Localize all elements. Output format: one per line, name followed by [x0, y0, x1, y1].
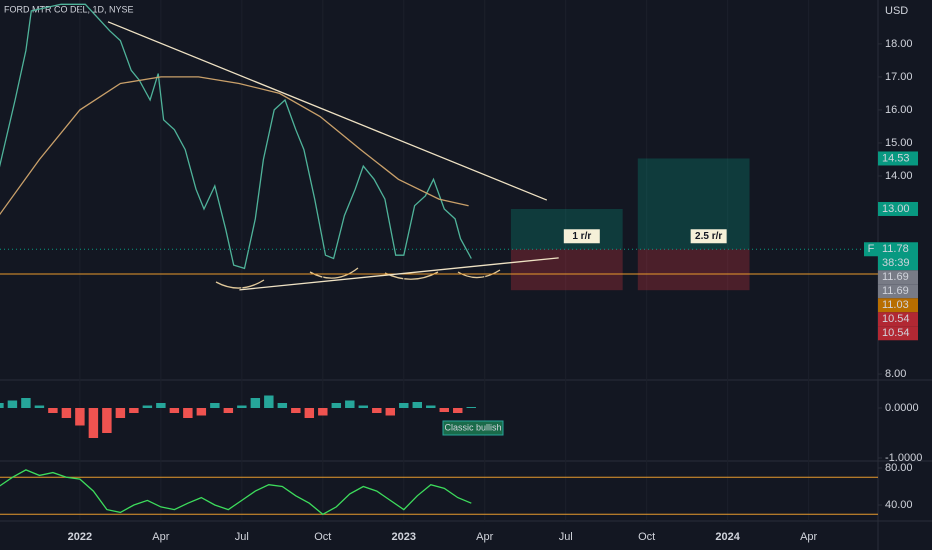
price-badge-label: 10.54	[882, 313, 910, 325]
histogram-bar	[277, 403, 288, 408]
price-badge	[878, 298, 918, 313]
histogram-bar	[21, 398, 31, 408]
histogram-bar	[142, 405, 153, 408]
y-tick-label: 15.00	[885, 137, 913, 149]
histogram-bar	[372, 408, 382, 413]
histogram-bar	[88, 408, 99, 438]
stop-zone	[510, 249, 623, 291]
histogram-bar	[183, 408, 193, 418]
y-tick-label: 80.00	[885, 462, 913, 474]
currency: USD	[885, 5, 908, 17]
histogram-bar	[426, 405, 436, 408]
histogram-bar	[291, 408, 301, 413]
histogram-bar	[223, 408, 234, 413]
histogram-bar	[237, 405, 247, 408]
price-badge-label: 10.54	[882, 327, 910, 339]
x-tick-label: Apr	[800, 531, 817, 543]
x-tick-label: Oct	[314, 531, 331, 543]
price-badge	[878, 270, 918, 285]
y-tick-label: 17.00	[885, 71, 913, 83]
histogram-bar	[399, 403, 409, 408]
histogram-bar	[7, 400, 18, 408]
histogram-bar	[358, 405, 369, 408]
histogram-bar	[48, 408, 58, 413]
symbol-box	[864, 242, 878, 257]
histogram-bar	[412, 402, 422, 408]
countdown: 38:39	[882, 257, 910, 269]
symbol-label: F	[868, 243, 875, 255]
rr-label: 1 r/r	[572, 231, 591, 242]
histogram-bar	[439, 408, 449, 412]
y-tick-label: 40.00	[885, 499, 913, 511]
histogram-bar	[331, 403, 342, 408]
rr-label-box	[563, 229, 600, 244]
x-tick-label: Apr	[152, 531, 169, 543]
price-badge-label: 11.78	[882, 243, 909, 255]
histogram-bar	[61, 408, 72, 418]
price-badge-label: 11.69	[882, 285, 909, 297]
histogram-bar	[75, 408, 85, 426]
histogram-bar	[304, 408, 315, 418]
histogram-bar	[210, 403, 220, 408]
histogram-bar	[0, 403, 4, 408]
price-badge	[878, 201, 918, 216]
annotation: Classic bullish	[444, 422, 501, 432]
price-line	[0, 76, 469, 216]
histogram-bar	[156, 403, 166, 408]
rr-label: 2.5 r/r	[695, 231, 722, 242]
x-tick-label: Jul	[559, 531, 573, 543]
y-tick-label: -1.0000	[885, 452, 922, 464]
annotation-box	[442, 420, 504, 436]
stop-zone	[637, 249, 750, 291]
histogram-bar	[345, 400, 355, 408]
price-badge	[878, 326, 918, 341]
symbol-title: FORD MTR CO DEL, 1D, NYSE	[4, 4, 134, 14]
y-tick-label: 0.0000	[885, 402, 919, 414]
price-badge	[878, 312, 918, 327]
trendline	[239, 257, 559, 291]
x-tick-label: Apr	[476, 531, 493, 543]
y-tick-label: 8.00	[885, 368, 906, 380]
price-badge	[878, 284, 918, 299]
price-line	[0, 3, 472, 270]
histogram-bar	[169, 408, 180, 413]
y-tick-label: 16.00	[885, 104, 913, 116]
histogram-bar	[34, 405, 45, 408]
rr-label-box	[690, 229, 727, 244]
price-badge-label: 14.53	[882, 152, 910, 164]
price-badge-label: 13.00	[882, 203, 910, 215]
histogram-bar	[129, 408, 139, 413]
histogram-bar	[102, 408, 112, 433]
histogram-bar	[264, 395, 274, 408]
arc	[215, 279, 265, 289]
histogram-bar	[318, 408, 328, 416]
x-tick-label: 2022	[68, 531, 92, 543]
histogram-bar	[115, 408, 126, 418]
histogram-bar	[453, 408, 463, 413]
y-tick-label: 14.00	[885, 170, 913, 182]
rsi-line	[0, 469, 472, 516]
y-tick-label: 18.00	[885, 38, 913, 50]
trendline	[107, 21, 548, 201]
histogram-bar	[466, 407, 476, 408]
x-tick-label: 2023	[392, 531, 416, 543]
x-tick-label: 2024	[715, 531, 740, 543]
histogram-bar	[196, 408, 207, 416]
price-badge-label: 11.03	[882, 299, 909, 311]
x-tick-label: Oct	[638, 531, 655, 543]
price-badge	[878, 242, 918, 271]
price-badge-label: 11.69	[882, 271, 909, 283]
histogram-bar	[385, 408, 396, 416]
price-badge	[878, 151, 918, 166]
histogram-bar	[250, 398, 261, 408]
x-tick-label: Jul	[235, 531, 249, 543]
